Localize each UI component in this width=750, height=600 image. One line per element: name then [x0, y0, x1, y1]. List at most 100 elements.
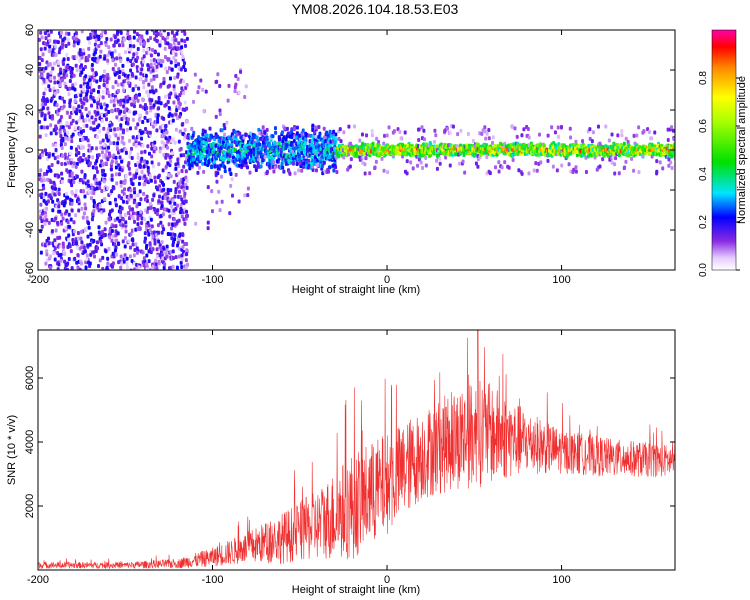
- heatmap-cell: [236, 77, 240, 82]
- heatmap-cell: [78, 126, 82, 131]
- heatmap-cell: [95, 79, 99, 84]
- heatmap-cell: [157, 95, 161, 100]
- heatmap-cell: [47, 220, 51, 225]
- heatmap-cell: [110, 208, 114, 213]
- heatmap-cell: [82, 77, 86, 82]
- heatmap-cell: [50, 114, 54, 119]
- heatmap-cell: [59, 258, 63, 263]
- heatmap-cell: [86, 85, 90, 90]
- heatmap-cell: [497, 169, 501, 174]
- heatmap-cell: [192, 99, 196, 104]
- heatmap-cell: [438, 156, 442, 161]
- heatmap-cell: [169, 91, 173, 96]
- heatmap-cell: [154, 88, 158, 93]
- heatmap-cell: [75, 241, 79, 246]
- heatmap-cell: [435, 166, 439, 171]
- heatmap-cell: [169, 43, 173, 48]
- heatmap-cell: [105, 80, 109, 85]
- heatmap-cell: [87, 225, 91, 230]
- heatmap-cell: [75, 120, 79, 125]
- heatmap-cell: [92, 120, 96, 125]
- heatmap-cell: [247, 145, 251, 150]
- heatmap-cell: [85, 226, 89, 231]
- heatmap-cell: [68, 79, 72, 84]
- heatmap-cell: [75, 107, 79, 112]
- heatmap-cell: [60, 96, 64, 101]
- heatmap-cell: [120, 159, 124, 164]
- heatmap-cell: [142, 164, 146, 169]
- heatmap-cell: [106, 272, 109, 276]
- heatmap-cell: [172, 55, 176, 60]
- heatmap-cell: [108, 212, 112, 217]
- heatmap-cell: [89, 82, 93, 87]
- figure-title: YM08.2026.104.18.53.E03: [292, 1, 459, 17]
- heatmap-cell: [557, 134, 561, 139]
- heatmap-cell: [61, 216, 65, 221]
- heatmap-cell: [315, 163, 319, 168]
- heatmap-cell: [59, 244, 63, 249]
- heatmap-cell: [55, 103, 59, 108]
- heatmap-cell: [177, 105, 181, 110]
- heatmap-cell: [76, 144, 80, 149]
- heatmap-cell: [128, 44, 132, 49]
- heatmap-cell: [74, 188, 78, 193]
- heatmap-cell: [569, 135, 573, 140]
- heatmap-cell: [145, 89, 149, 94]
- heatmap-cell: [53, 80, 57, 85]
- heatmap-cell: [230, 177, 234, 182]
- heatmap-cell: [54, 39, 58, 44]
- heatmap-cell: [66, 110, 70, 115]
- heatmap-cell: [485, 131, 489, 136]
- heatmap-cell: [161, 145, 165, 150]
- heatmap-cell: [491, 135, 495, 140]
- heatmap-cell: [173, 140, 177, 145]
- heatmap-cell: [101, 266, 105, 270]
- heatmap-cell: [101, 89, 105, 94]
- heatmap-cell: [216, 72, 220, 77]
- heatmap-cell: [125, 265, 129, 270]
- heatmap-cell: [92, 269, 94, 270]
- heatmap-cell: [126, 99, 130, 104]
- heatmap-cell: [103, 30, 107, 35]
- heatmap-cell: [123, 244, 127, 249]
- heatmap-cell: [85, 123, 89, 128]
- heatmap-cell: [43, 101, 47, 106]
- heatmap-cell: [92, 209, 96, 214]
- heatmap-cell: [147, 151, 151, 156]
- heatmap-cell: [220, 174, 224, 179]
- heatmap-cell: [158, 125, 162, 130]
- heatmap-cell: [128, 109, 132, 114]
- heatmap-cell: [113, 127, 117, 132]
- heatmap-cell: [174, 166, 178, 171]
- spectrogram-heatmap: [38, 25, 675, 276]
- heatmap-cell: [314, 168, 318, 173]
- heatmap-cell: [62, 203, 66, 208]
- heatmap-cell: [154, 100, 158, 105]
- heatmap-cell: [456, 132, 460, 137]
- heatmap-cell: [230, 142, 234, 147]
- heatmap-cell: [126, 121, 130, 126]
- heatmap-cell: [70, 183, 74, 188]
- heatmap-cell: [500, 165, 504, 170]
- heatmap-cell: [118, 25, 121, 29]
- heatmap-cell: [45, 218, 49, 223]
- heatmap-cell: [149, 36, 153, 41]
- heatmap-cell: [139, 197, 143, 202]
- heatmap-cell: [169, 60, 173, 65]
- heatmap-cell: [235, 140, 239, 145]
- heatmap-cell: [154, 68, 158, 73]
- heatmap-cell: [108, 134, 112, 139]
- heatmap-cell: [149, 78, 153, 83]
- heatmap-cell: [98, 94, 102, 99]
- heatmap-cell: [300, 168, 304, 173]
- heatmap-cell: [256, 138, 260, 143]
- heatmap-cell: [137, 92, 141, 97]
- heatmap-cell: [116, 136, 120, 141]
- heatmap-cell: [385, 133, 389, 138]
- heatmap-cell: [159, 220, 163, 225]
- heatmap-cell: [145, 209, 149, 214]
- heatmap-cell: [67, 125, 71, 130]
- heatmap-cell: [273, 126, 277, 131]
- heatmap-cell: [328, 129, 332, 134]
